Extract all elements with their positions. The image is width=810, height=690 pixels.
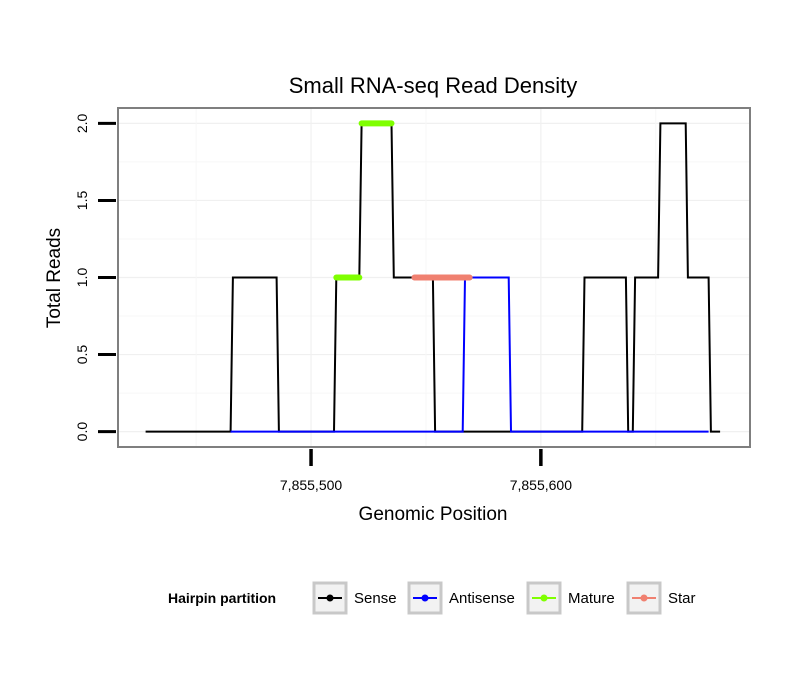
y-tick-label: 1.0 (74, 268, 90, 288)
legend-key-point (326, 594, 334, 602)
x-axis-title: Genomic Position (359, 504, 508, 525)
plot-panel (117, 107, 751, 448)
legend-label-star: Star (668, 590, 696, 607)
series-line-antisense (230, 276, 709, 433)
y-tick-label: 2.0 (74, 113, 90, 133)
legend-label-antisense: Antisense (449, 590, 515, 607)
y-tick-label: 0.5 (74, 345, 90, 365)
legend-label-sense: Sense (354, 590, 397, 607)
legend-label-mature: Mature (568, 590, 615, 607)
x-tick-label: 7,855,500 (280, 477, 342, 493)
legend-key-point (421, 594, 429, 602)
x-axis: 7,855,500 7,855,600 (280, 449, 572, 493)
legend-key-point (540, 594, 548, 602)
y-tick-label: 1.5 (74, 191, 90, 211)
legend-key-point (640, 594, 648, 602)
chart-title: Small RNA-seq Read Density (289, 73, 578, 98)
y-axis-title: Total Reads (44, 228, 65, 328)
x-tick-label: 7,855,600 (510, 477, 572, 493)
legend: Hairpin partition Sense Antisense Mature St… (168, 581, 696, 615)
series-layer (145, 120, 721, 433)
y-tick-label: 0.0 (74, 422, 90, 442)
legend-title: Hairpin partition (168, 590, 276, 606)
y-axis: 0.0 0.5 1.0 1.5 2.0 (74, 113, 116, 441)
